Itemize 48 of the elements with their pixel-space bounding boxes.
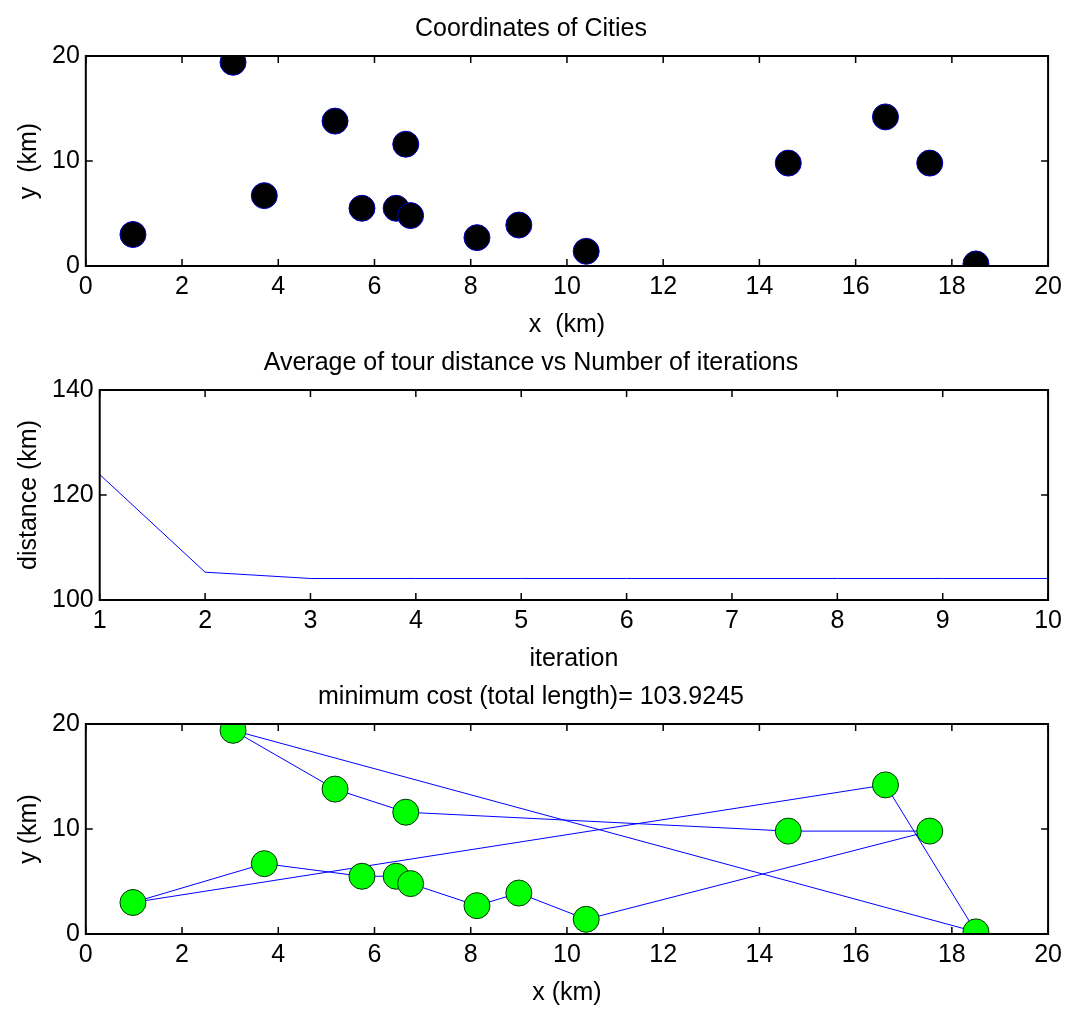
y-tick-label: 10 — [52, 144, 80, 173]
y-tick-label: 0 — [65, 249, 80, 278]
y-tick-label: 10 — [52, 812, 80, 841]
x-tick-label: 6 — [619, 604, 634, 633]
x-tick-label: 4 — [271, 270, 286, 299]
x-tick-label: 16 — [841, 270, 870, 299]
chart-title: Coordinates of Cities — [414, 12, 648, 41]
x-tick-label: 10 — [1034, 604, 1062, 633]
y-tick-label: 100 — [51, 583, 94, 612]
y-tick-label: 140 — [51, 373, 94, 402]
x-tick-label: 2 — [198, 604, 213, 633]
x-tick-label: 5 — [514, 604, 529, 633]
x-tick-label: 14 — [745, 938, 774, 967]
y-axis-title: y (km) — [12, 122, 41, 200]
y-axis-title: distance (km) — [12, 419, 41, 571]
x-tick-label: 8 — [830, 604, 845, 633]
x-tick-label: 16 — [841, 938, 870, 967]
x-axis-title: iteration — [529, 642, 619, 671]
x-tick-label: 10 — [553, 270, 581, 299]
x-tick-label: 20 — [1034, 270, 1062, 299]
chart-title: Average of tour distance vs Number of iterations — [263, 346, 799, 375]
x-tick-label: 9 — [935, 604, 950, 633]
x-tick-label: 2 — [175, 270, 189, 299]
y-axis-title: y (km) — [12, 794, 41, 864]
x-tick-label: 1 — [92, 604, 107, 633]
x-tick-label: 3 — [303, 604, 318, 633]
x-tick-label: 18 — [937, 938, 966, 967]
y-tick-label: 20 — [52, 39, 80, 68]
y-tick-label: 120 — [51, 478, 94, 507]
x-tick-label: 4 — [408, 604, 423, 633]
x-tick-label: 12 — [649, 270, 678, 299]
chart-title: minimum cost (total length)= 103.9245 — [318, 680, 744, 709]
x-tick-label: 6 — [367, 938, 382, 967]
x-tick-label: 14 — [745, 270, 774, 299]
x-axis-title: x (km) — [532, 976, 602, 1005]
x-tick-label: 4 — [271, 938, 286, 967]
x-tick-label: 7 — [725, 604, 739, 633]
x-tick-label: 18 — [937, 270, 966, 299]
x-tick-label: 2 — [175, 938, 189, 967]
x-tick-label: 12 — [649, 938, 678, 967]
x-tick-label: 8 — [463, 270, 478, 299]
x-tick-label: 8 — [463, 938, 478, 967]
x-tick-label: 6 — [367, 270, 382, 299]
x-tick-label: 10 — [553, 938, 581, 967]
y-tick-label: 0 — [65, 917, 80, 946]
x-tick-label: 20 — [1034, 938, 1062, 967]
y-tick-label: 20 — [52, 707, 80, 736]
x-axis-title: x (km) — [528, 308, 606, 337]
